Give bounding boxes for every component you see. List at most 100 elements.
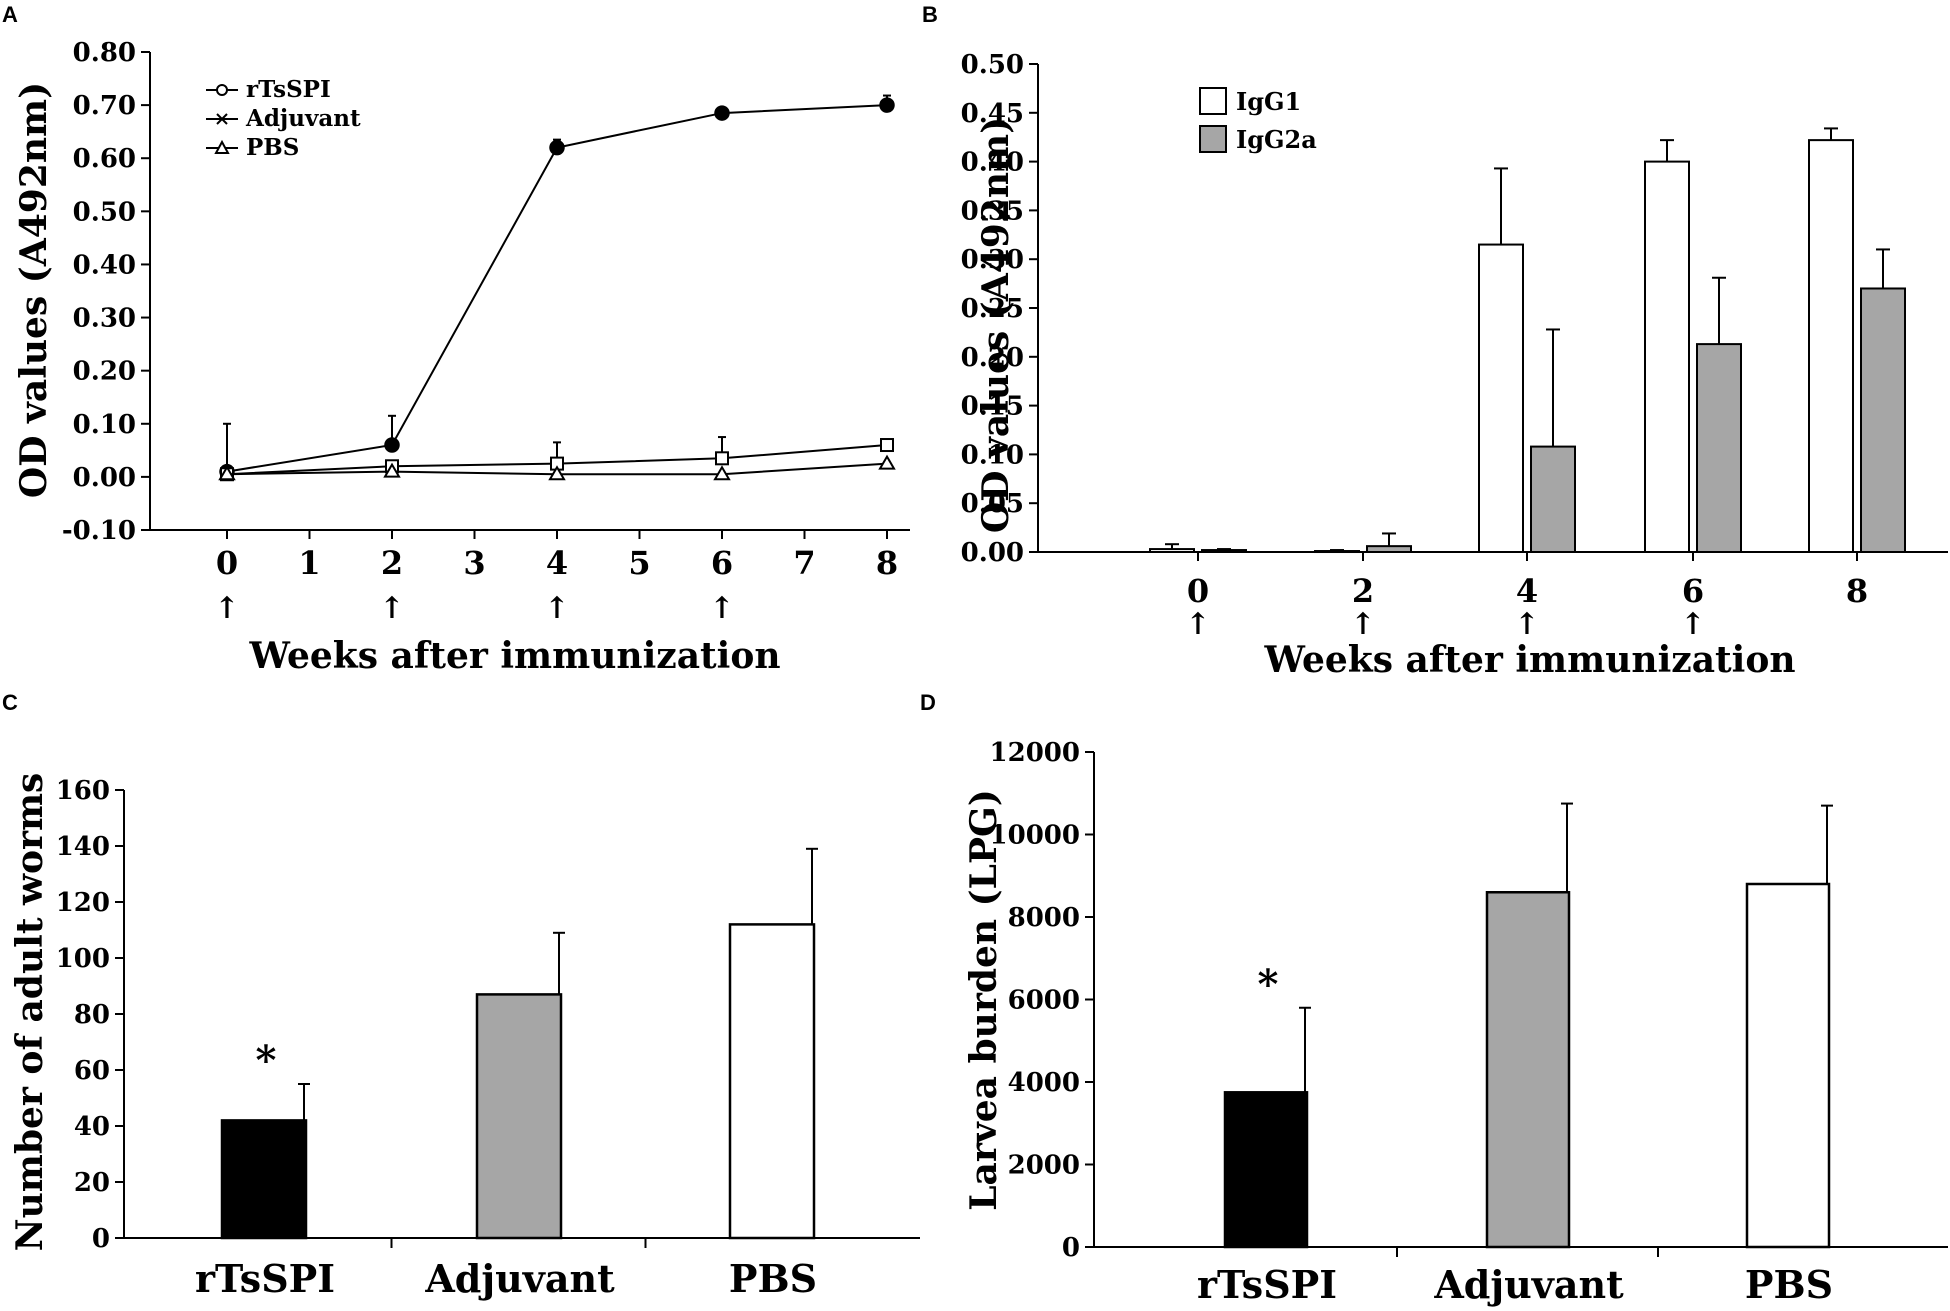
bar-igg2a	[1366, 545, 1412, 553]
y-tick-label: 0.00	[73, 463, 136, 493]
x-tick-label: 5	[628, 544, 650, 582]
x-tick-label: 4	[546, 544, 568, 582]
y-tick-label: 0.05	[961, 489, 1024, 519]
y-tick-label: 0.70	[73, 91, 136, 121]
panel-d-bars: *	[1223, 802, 1833, 1249]
panel-b-legend: IgG1 IgG2a	[1199, 87, 1317, 154]
x-category-label: Adjuvant	[1433, 1262, 1624, 1307]
panel-d: D 0 2000 4000 6000 8000 10000 12000 rTsSPI Adju…	[920, 690, 1948, 1307]
y-tick-label: 0.20	[73, 357, 136, 387]
x-tick-label: 2	[381, 544, 403, 582]
y-tick-label: 0.25	[961, 294, 1024, 324]
panel-a-legend: rTsSPI Adjuvant PBS	[206, 76, 361, 161]
bar-igg1	[1314, 550, 1360, 554]
bar-igg2a	[1201, 549, 1247, 553]
y-tick-label: 0.60	[73, 144, 136, 174]
x-tick-label: 2	[1352, 572, 1374, 610]
data-point-pbs	[218, 465, 236, 481]
x-tick-label: 0	[216, 544, 238, 582]
panel-b-x-axis-title: Weeks after immunization	[1263, 639, 1795, 681]
data-point-rtsspi	[714, 105, 730, 121]
bar-igg1	[1808, 139, 1854, 554]
immunization-arrow: ↑	[1185, 607, 1210, 642]
y-tick-label: 0.50	[73, 197, 136, 227]
y-tick-label: 100	[56, 944, 110, 974]
legend-label-igg2a: IgG2a	[1236, 125, 1317, 154]
x-category-label: rTsSPI	[1197, 1262, 1337, 1307]
panel-c-label: C	[2, 690, 18, 715]
x-tick-label: 6	[1682, 572, 1704, 610]
x-category-label: Adjuvant	[424, 1256, 615, 1301]
panel-d-label: D	[920, 690, 936, 715]
y-tick-label: 140	[56, 832, 110, 862]
immunization-arrow: ↑	[544, 591, 569, 626]
y-tick-label: 10000	[990, 821, 1080, 851]
y-tick-label: 8000	[1008, 903, 1080, 933]
y-tick-label: 0.00	[961, 538, 1024, 568]
y-tick-label: 6000	[1008, 986, 1080, 1016]
bar-adjuvant	[475, 993, 563, 1240]
panel-c-y-ticks: 0 20 40 60 80 100 120 140 160	[56, 776, 124, 1254]
data-point-pbs	[713, 465, 731, 481]
bar-igg1	[1644, 160, 1690, 553]
y-tick-label: 0.45	[961, 99, 1024, 129]
y-tick-label: 0.20	[961, 343, 1024, 373]
x-tick-label: 8	[1846, 572, 1868, 610]
y-tick-label: 0.35	[961, 196, 1024, 226]
y-tick-label: 4000	[1008, 1068, 1080, 1098]
x-tick-label: 3	[463, 544, 485, 582]
panel-a-y-axis-title: OD values (A492nm)	[13, 82, 55, 498]
bar-igg1	[1478, 243, 1524, 553]
immunization-arrow: ↑	[1514, 607, 1539, 642]
panel-d-y-axis-title: Larvea burden (LPG)	[963, 789, 1005, 1211]
y-tick-label: 0.15	[961, 392, 1024, 422]
data-point-adjuvant	[880, 438, 894, 453]
y-tick-label: 0	[92, 1224, 110, 1254]
y-tick-label: 0	[1062, 1233, 1080, 1263]
panel-b-immunization-arrows: ↑ ↑ ↑ ↑	[1185, 607, 1705, 642]
x-tick-label: 7	[793, 544, 815, 582]
legend-swatch-igg2a	[1199, 125, 1227, 153]
panel-c-bars: *	[220, 847, 818, 1240]
significance-marker: *	[256, 1037, 277, 1084]
data-point-adjuvant	[715, 451, 729, 466]
panel-b-label: B	[922, 2, 938, 27]
data-point-rtsspi	[549, 139, 565, 156]
data-point-pbs	[383, 462, 401, 478]
bar-igg2a	[1860, 287, 1906, 553]
panel-b-x-ticks: 0 2 4 6 8	[1187, 552, 1868, 610]
y-tick-label: 40	[74, 1112, 110, 1142]
panel-c: C 0 20 40 60 80 100 120 140 160 rTsSPI Adjuvant PB…	[2, 690, 920, 1301]
x-category-label: PBS	[729, 1256, 817, 1301]
bar-igg2a	[1530, 445, 1576, 554]
x-tick-label: 8	[876, 544, 898, 582]
y-tick-label: 60	[74, 1056, 110, 1086]
bar-igg2a	[1696, 343, 1742, 553]
x-tick-label: 0	[1187, 572, 1209, 610]
immunization-arrow: ↑	[214, 591, 239, 626]
panel-b-y-axis-title: OD values (A492nm)	[975, 117, 1017, 533]
panel-a-x-axis-title: Weeks after immunization	[248, 635, 780, 677]
y-tick-label: 0.30	[961, 245, 1024, 275]
bar-pbs	[728, 923, 816, 1240]
panel-b-bars	[1149, 127, 1906, 554]
data-point-rtsspi	[384, 437, 400, 453]
panel-a-x-ticks: 0 1 2 3 4 5 6 7 8	[216, 530, 898, 582]
data-point-pbs	[548, 465, 566, 481]
x-category-label: rTsSPI	[195, 1256, 335, 1301]
legend-swatch-igg1	[1199, 87, 1227, 115]
legend-label-pbs: PBS	[246, 134, 299, 161]
legend-label-igg1: IgG1	[1236, 87, 1301, 116]
y-tick-label: 120	[56, 888, 110, 918]
y-tick-label: 0.80	[73, 38, 136, 68]
legend-marker-circle	[216, 84, 228, 96]
y-tick-label: 0.10	[73, 410, 136, 440]
panel-a-series	[218, 94, 896, 482]
y-tick-label: 0.10	[961, 440, 1024, 470]
panel-d-y-ticks: 0 2000 4000 6000 8000 10000 12000	[990, 738, 1094, 1263]
significance-marker: *	[1258, 961, 1279, 1008]
immunization-arrow: ↑	[709, 591, 734, 626]
panel-c-y-axis-title: Number of adult worms	[9, 773, 51, 1252]
panel-b: B 0.000.050.100.150.200.250.300.350.400.…	[922, 2, 1948, 681]
